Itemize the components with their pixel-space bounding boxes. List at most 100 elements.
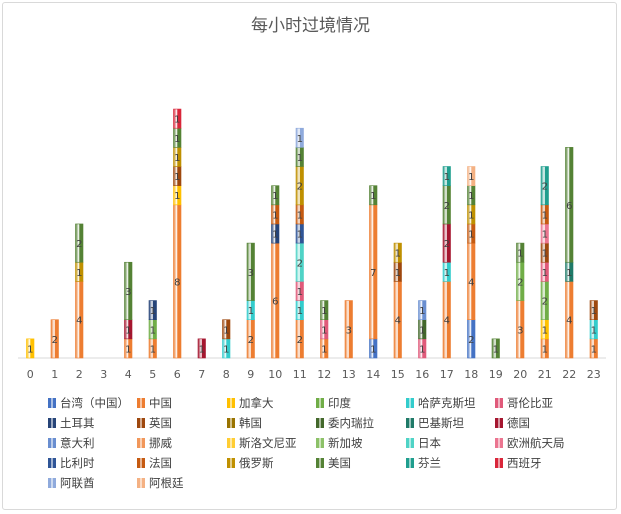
data-label: 1 — [199, 344, 205, 355]
legend-swatch — [495, 438, 503, 448]
legend-label: 比利时 — [60, 456, 95, 470]
legend-swatch — [48, 398, 56, 408]
data-label: 1 — [542, 344, 548, 355]
data-label: 1 — [444, 172, 450, 183]
legend-swatch — [495, 418, 503, 428]
legend-label: 美国 — [328, 456, 351, 470]
data-label: 1 — [370, 191, 376, 202]
data-label: 1 — [542, 325, 548, 336]
data-label: 1 — [27, 344, 33, 355]
data-label: 1 — [174, 115, 180, 126]
data-label: 1 — [297, 306, 303, 317]
legend-swatch — [316, 458, 324, 468]
legend-label: 挪威 — [149, 436, 172, 450]
data-label: 4 — [444, 316, 450, 327]
data-label: 7 — [370, 268, 376, 279]
data-label: 1 — [297, 287, 303, 298]
legend-label: 加拿大 — [239, 396, 274, 410]
legend-label: 英国 — [149, 416, 172, 430]
data-label: 2 — [248, 335, 254, 346]
data-label: 4 — [395, 316, 401, 327]
legend-swatch — [137, 418, 145, 428]
x-tick-label: 14 — [366, 368, 380, 381]
data-label: 2 — [542, 182, 548, 193]
data-label: 6 — [272, 297, 278, 308]
x-tick-label: 8 — [223, 368, 230, 381]
legend-swatch — [137, 398, 145, 408]
data-label: 1 — [174, 134, 180, 145]
data-label: 3 — [248, 268, 254, 279]
data-label: 1 — [150, 344, 156, 355]
legend-swatch — [316, 418, 324, 428]
legend-label: 俄罗斯 — [239, 456, 274, 470]
legend-label: 斯洛文尼亚 — [239, 436, 297, 450]
bar-segment — [344, 300, 353, 359]
legend-swatch — [316, 398, 324, 408]
data-label: 1 — [174, 153, 180, 164]
data-label: 1 — [444, 268, 450, 279]
bar-segment — [246, 242, 255, 301]
legend-swatch — [227, 418, 235, 428]
data-label: 2 — [76, 239, 82, 250]
legend-swatch — [137, 478, 145, 488]
legend-label: 韩国 — [239, 416, 262, 430]
legend-label: 法国 — [149, 456, 172, 470]
x-tick-label: 21 — [538, 368, 552, 381]
data-label: 6 — [566, 201, 572, 212]
bar-segment — [75, 223, 84, 263]
legend-swatch — [406, 438, 414, 448]
data-label: 1 — [591, 306, 597, 317]
data-label: 2 — [444, 239, 450, 250]
legend-swatch — [48, 418, 56, 428]
data-label: 1 — [566, 268, 572, 279]
data-label: 1 — [542, 230, 548, 241]
data-label: 1 — [297, 230, 303, 241]
data-label: 1 — [542, 249, 548, 260]
x-tick-label: 20 — [513, 368, 527, 381]
bar-segment — [369, 185, 378, 206]
data-label: 1 — [297, 134, 303, 145]
x-tick-label: 3 — [100, 368, 107, 381]
data-label: 2 — [52, 335, 58, 346]
data-label: 3 — [346, 325, 352, 336]
legend-swatch — [495, 458, 503, 468]
bar-segment — [516, 242, 525, 263]
data-label: 1 — [76, 268, 82, 279]
data-label: 2 — [468, 335, 474, 346]
bar-segment — [418, 300, 427, 320]
legend-swatch — [406, 458, 414, 468]
data-label: 4 — [76, 316, 82, 327]
bar-segment — [124, 261, 133, 321]
data-label: 1 — [174, 191, 180, 202]
data-label: 1 — [517, 249, 523, 260]
legend-swatch — [495, 398, 503, 408]
data-label: 4 — [468, 277, 474, 288]
bar-segment — [540, 166, 549, 206]
chart-frame — [2, 2, 617, 510]
x-tick-label: 17 — [440, 368, 454, 381]
legend-swatch — [227, 398, 235, 408]
legend-label: 巴基斯坦 — [418, 416, 464, 430]
legend-swatch — [406, 418, 414, 428]
bar-segment — [295, 127, 304, 148]
legend-label: 印度 — [328, 396, 351, 410]
legend-label: 阿联酋 — [60, 476, 95, 490]
data-label: 1 — [321, 325, 327, 336]
x-tick-label: 11 — [293, 368, 307, 381]
x-tick-label: 22 — [562, 368, 576, 381]
x-tick-label: 5 — [149, 368, 156, 381]
legend-swatch — [227, 458, 235, 468]
legend-label: 意大利 — [60, 436, 95, 450]
legend-label: 台湾（中国） — [60, 396, 129, 410]
legend-label: 日本 — [418, 436, 441, 450]
x-tick-label: 6 — [174, 368, 181, 381]
data-label: 2 — [297, 258, 303, 269]
bar-segment — [467, 166, 476, 186]
bar-segment — [320, 300, 329, 320]
legend-label: 土耳其 — [60, 416, 95, 430]
legend-label: 西班牙 — [507, 456, 542, 470]
x-tick-label: 4 — [125, 368, 132, 381]
legend-label: 新加坡 — [328, 436, 363, 450]
bar-segment — [148, 300, 157, 320]
legend-label: 哥伦比亚 — [507, 396, 553, 410]
